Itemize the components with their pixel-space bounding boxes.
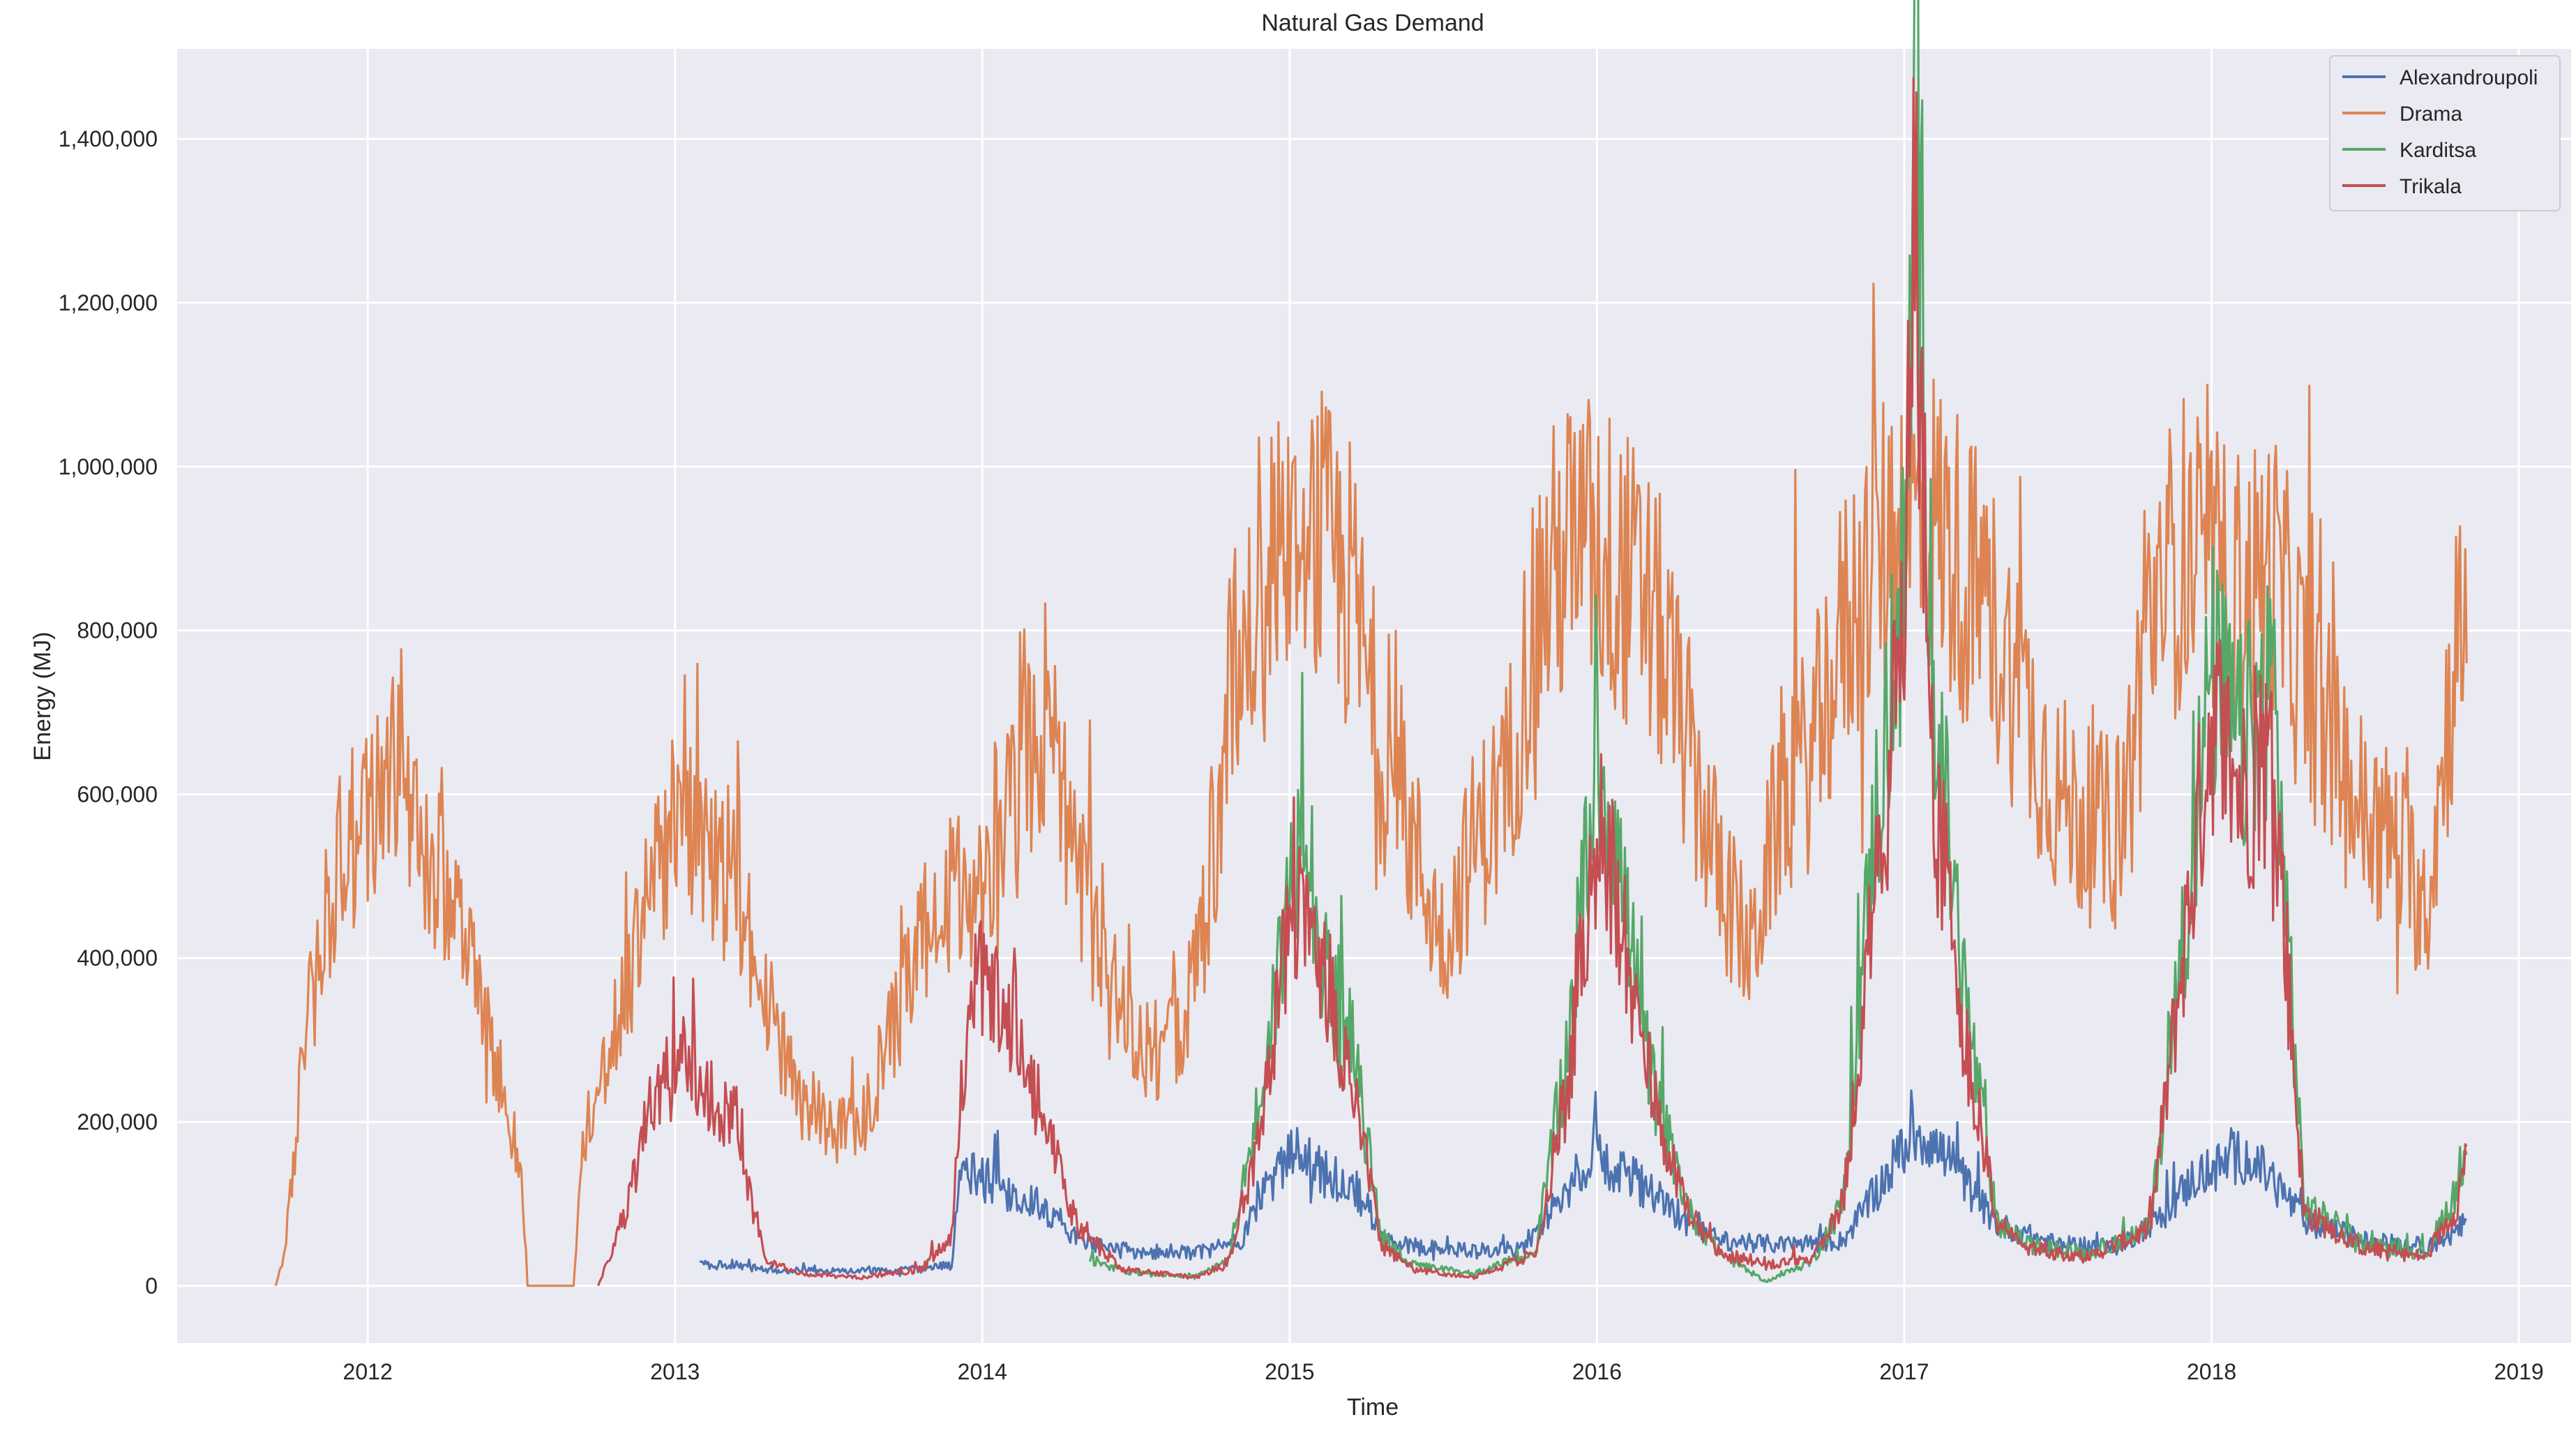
grid-layer <box>177 49 2571 1343</box>
x-tick-label: 2012 <box>343 1359 393 1384</box>
x-tick-label: 2014 <box>958 1359 1007 1384</box>
series-layer <box>274 0 2468 1287</box>
y-tick-label: 800,000 <box>77 618 158 643</box>
legend: Alexandroupoli Drama Karditsa Trikala <box>2329 55 2561 211</box>
x-tick-label: 2016 <box>1572 1359 1622 1384</box>
series-line-drama <box>274 283 2468 1287</box>
x-tick-layer: 2012 2013 2014 2015 2016 2017 2018 2019 <box>343 1359 2544 1384</box>
x-axis-label: Time <box>1347 1394 1399 1421</box>
legend-label: Alexandroupoli <box>2400 66 2538 89</box>
legend-label: Karditsa <box>2400 139 2476 162</box>
y-tick-label: 200,000 <box>77 1109 158 1134</box>
series-line-trikala <box>597 77 2468 1287</box>
y-tick-label: 400,000 <box>77 945 158 971</box>
y-tick-label: 1,000,000 <box>59 454 158 479</box>
legend-items: Alexandroupoli Drama Karditsa Trikala <box>2342 66 2538 198</box>
y-tick-label: 1,400,000 <box>59 126 158 151</box>
x-tick-label: 2018 <box>2187 1359 2236 1384</box>
legend-label: Trikala <box>2400 175 2462 198</box>
y-axis-label: Energy (MJ) <box>29 631 56 761</box>
x-tick-label: 2017 <box>1879 1359 1929 1384</box>
x-tick-label: 2019 <box>2494 1359 2544 1384</box>
legend-box <box>2329 55 2561 211</box>
x-tick-label: 2015 <box>1265 1359 1314 1384</box>
x-tick-label: 2013 <box>650 1359 700 1384</box>
series-line-alexandroupoli <box>699 1089 2468 1278</box>
y-tick-label: 1,200,000 <box>59 290 158 315</box>
y-tick-label: 0 <box>145 1273 158 1298</box>
y-tick-layer: 0 200,000 400,000 600,000 800,000 1,000,000 1,… <box>59 126 158 1298</box>
y-tick-label: 600,000 <box>77 781 158 807</box>
chart-title: Natural Gas Demand <box>1261 10 1484 36</box>
legend-label: Drama <box>2400 103 2462 126</box>
